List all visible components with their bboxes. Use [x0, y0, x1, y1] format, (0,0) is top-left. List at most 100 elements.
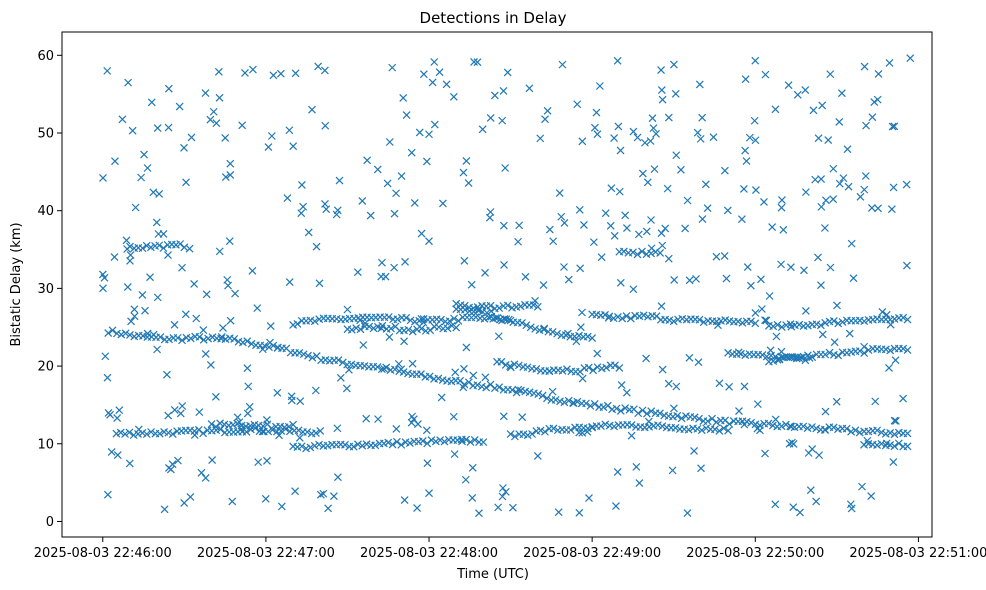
detection-point	[846, 500, 855, 509]
detection-point	[610, 134, 619, 142]
detection-point	[709, 133, 718, 142]
detection-point	[190, 431, 199, 440]
detection-point	[378, 258, 386, 267]
detection-point	[458, 437, 466, 446]
detection-point	[460, 364, 468, 373]
detection-point	[829, 164, 838, 173]
detection-point	[451, 368, 460, 377]
detection-point	[765, 292, 774, 300]
detection-point	[543, 394, 551, 403]
detection-point	[764, 419, 773, 428]
detection-point	[425, 489, 433, 498]
detection-point	[531, 296, 539, 305]
detection-point	[273, 343, 282, 352]
detection-point	[219, 323, 227, 332]
detection-point	[536, 134, 545, 143]
detection-point	[164, 411, 173, 420]
detection-point	[578, 308, 586, 317]
detection-point	[405, 439, 414, 447]
detection-point	[342, 384, 351, 393]
detection-point	[149, 330, 158, 339]
detection-point	[304, 228, 313, 237]
detection-point	[611, 361, 619, 370]
detection-point	[690, 446, 698, 455]
detection-point	[263, 456, 271, 465]
detection-point	[315, 279, 324, 288]
detection-point	[861, 172, 870, 180]
detection-point	[629, 248, 637, 257]
detection-point	[578, 137, 587, 146]
detection-point	[110, 253, 119, 261]
detection-point	[501, 164, 510, 172]
detection-point	[575, 428, 584, 437]
detection-point	[180, 143, 188, 152]
detection-point	[462, 343, 471, 352]
detection-point	[777, 260, 785, 269]
detection-point	[408, 359, 417, 368]
detection-point	[576, 323, 585, 332]
detection-point	[499, 412, 508, 421]
detection-point	[830, 338, 839, 347]
detection-point	[642, 354, 650, 363]
detection-point	[147, 98, 156, 107]
detection-point	[487, 307, 496, 316]
detection-point	[486, 113, 495, 122]
detection-point	[856, 192, 865, 201]
detection-point	[799, 352, 808, 361]
detection-point	[118, 115, 127, 124]
detection-point	[473, 381, 482, 389]
detection-point	[685, 353, 694, 362]
detection-point	[775, 355, 784, 364]
detection-point	[358, 196, 367, 205]
detection-point	[311, 386, 320, 395]
detection-point	[497, 357, 506, 366]
detection-point	[610, 422, 619, 431]
detection-point	[738, 318, 747, 327]
detection-point	[192, 314, 201, 323]
detection-point	[440, 437, 449, 446]
detection-point	[468, 463, 477, 472]
detection-point	[347, 325, 356, 334]
detection-point	[712, 418, 721, 427]
detection-point	[425, 237, 433, 246]
detection-point	[627, 421, 636, 430]
detection-point	[467, 280, 476, 289]
detection-point	[711, 425, 719, 434]
detection-point	[128, 126, 137, 135]
detection-point	[410, 199, 419, 207]
detection-point	[207, 420, 216, 428]
detection-point	[523, 363, 532, 372]
detection-point	[890, 442, 899, 451]
detection-point	[111, 157, 119, 166]
detection-point	[887, 205, 896, 214]
detection-point	[593, 130, 602, 139]
detection-point	[435, 68, 444, 77]
detection-point	[475, 509, 483, 518]
detection-point	[164, 123, 173, 132]
detection-point	[549, 237, 558, 246]
detection-point	[436, 436, 445, 445]
detection-point	[354, 440, 362, 449]
detection-point	[564, 396, 573, 405]
detection-point	[479, 438, 488, 447]
y-tick-label: 0	[46, 515, 54, 530]
detection-point	[430, 120, 439, 129]
detection-point	[468, 493, 477, 502]
detection-point	[394, 359, 403, 368]
detection-point	[515, 221, 524, 230]
detection-point	[214, 67, 223, 76]
detection-point	[418, 436, 427, 445]
detection-point	[126, 251, 135, 259]
detection-point	[701, 180, 710, 189]
detection-point	[181, 310, 190, 319]
detection-point	[683, 509, 692, 517]
detection-point	[401, 257, 409, 266]
detection-point	[335, 176, 344, 185]
detection-point	[818, 330, 827, 339]
detection-point	[501, 487, 510, 496]
detection-point	[267, 424, 276, 433]
detection-point	[217, 333, 226, 341]
detection-point	[613, 313, 622, 321]
detection-point	[612, 404, 621, 413]
detection-point	[320, 66, 329, 75]
